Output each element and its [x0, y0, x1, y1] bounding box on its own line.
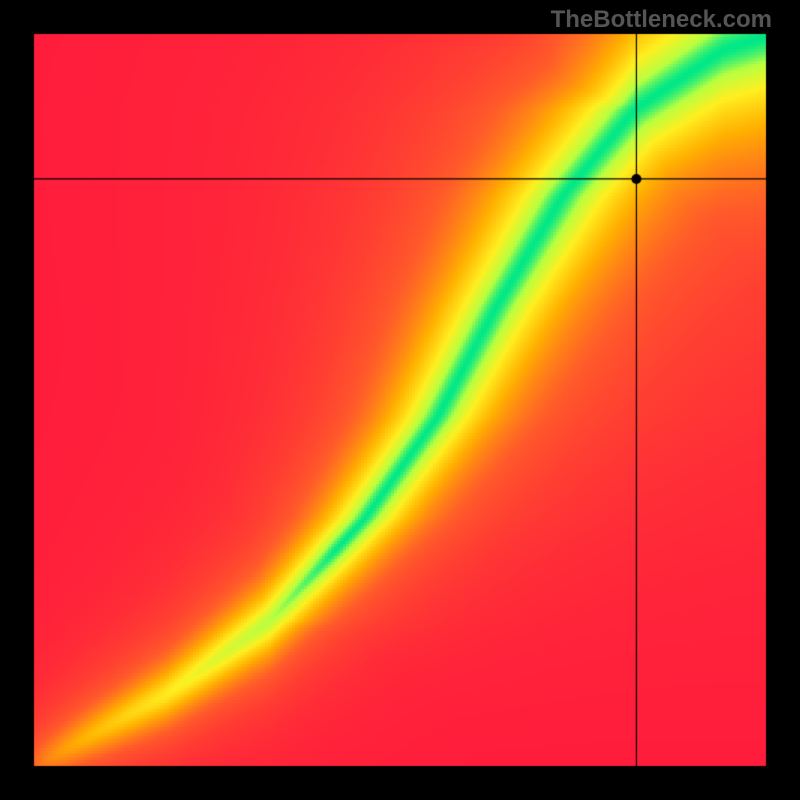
- chart-container: TheBottleneck.com: [0, 0, 800, 800]
- watermark-text: TheBottleneck.com: [551, 6, 772, 34]
- bottleneck-heatmap: [0, 0, 800, 800]
